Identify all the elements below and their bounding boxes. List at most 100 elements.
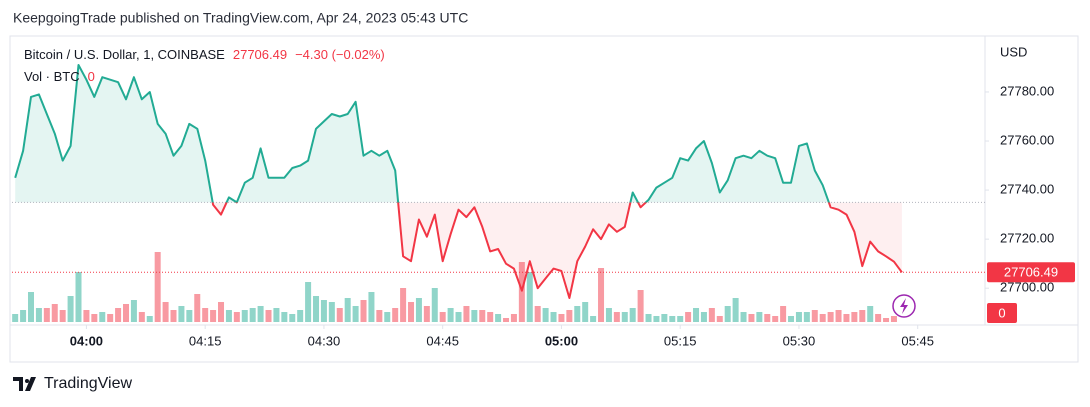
chart-frame <box>9 35 1079 363</box>
volume-bar <box>297 310 304 322</box>
volume-bar <box>415 298 422 322</box>
volume-bar <box>178 306 185 322</box>
volume-bar <box>218 302 225 322</box>
volume-bar <box>843 314 850 322</box>
volume-bar <box>748 314 755 322</box>
volume-bar <box>130 300 137 322</box>
volume-bar <box>495 314 502 322</box>
volume-bar <box>637 290 644 322</box>
volume-bar <box>400 288 407 322</box>
volume-bar <box>487 312 494 322</box>
volume-bar <box>289 314 296 322</box>
volume-bar <box>756 312 763 322</box>
volume-bar <box>803 312 810 322</box>
volume-bar <box>75 272 82 322</box>
volume-bar <box>257 306 264 322</box>
volume-bar <box>890 316 897 322</box>
volume-bar <box>510 314 517 322</box>
x-tick-label: 04:45 <box>426 333 459 348</box>
volume-bar <box>210 310 217 322</box>
brand-logo <box>13 377 36 391</box>
x-tick-label: 04:15 <box>189 333 222 348</box>
volume-bar <box>336 308 343 322</box>
y-tick-label: 27780.00 <box>1000 83 1054 98</box>
volume-bar <box>313 296 320 322</box>
volume-last: 0 <box>88 69 95 84</box>
volume-bar <box>162 302 169 322</box>
volume-bar <box>423 306 430 322</box>
volume-bar <box>772 316 779 322</box>
volume-bar <box>590 316 597 322</box>
volume-bar <box>708 308 715 322</box>
volume-bar <box>788 316 795 322</box>
volume-bar <box>328 302 335 322</box>
volume-bar <box>700 312 707 322</box>
volume-bar <box>202 308 209 322</box>
volume-bar <box>67 296 74 322</box>
volume-bar <box>447 308 454 322</box>
volume-bar <box>20 310 27 322</box>
volume-bar <box>693 308 700 322</box>
volume-bar <box>12 314 19 322</box>
volume-bar <box>867 306 874 322</box>
baseline-area <box>15 65 902 298</box>
alert-icon <box>892 294 916 318</box>
volume-bar <box>99 312 106 322</box>
volume-bar <box>51 304 58 322</box>
volume-bar <box>376 310 383 322</box>
volume-bar <box>558 314 565 322</box>
volume-bar <box>431 288 438 322</box>
last-price: 27706.49 <box>233 47 287 62</box>
volume-title: Vol · BTC <box>24 69 80 84</box>
volume-last-label: 0 <box>998 305 1005 320</box>
volume-bar <box>732 298 739 322</box>
volume-bar <box>716 316 723 322</box>
volume-bar <box>827 312 834 322</box>
x-tick-label: 05:00 <box>545 333 578 348</box>
plot <box>12 64 985 322</box>
volume-bar <box>59 310 66 322</box>
price-change: −4.30 (−0.02%) <box>295 47 385 62</box>
volume-bar <box>123 304 130 322</box>
volume-bar <box>28 292 35 322</box>
volume-bar <box>273 308 280 322</box>
volume-bar <box>281 312 288 322</box>
volume-bar <box>138 312 145 322</box>
volume-bar <box>35 308 42 322</box>
last-price-box <box>987 262 1075 283</box>
volume-last-box <box>987 303 1017 323</box>
volume-bar <box>653 316 660 322</box>
volume-bar <box>582 302 589 322</box>
x-tick-label: 05:15 <box>664 333 697 348</box>
volume-bar <box>764 314 771 322</box>
volume-bar <box>661 314 668 322</box>
volume-bar <box>408 302 415 322</box>
volume-bar <box>194 294 201 322</box>
volume-bar <box>875 314 882 322</box>
volume-bar <box>645 314 652 322</box>
volume-bar <box>613 312 620 322</box>
last-price-label: 27706.49 <box>1004 265 1058 280</box>
volume-bar <box>344 298 351 322</box>
volume-bar <box>526 272 533 322</box>
symbol: Bitcoin / U.S. Dollar, 1, COINBASE <box>24 47 225 62</box>
volume-bar <box>463 306 470 322</box>
volume-bar <box>352 306 359 322</box>
x-tick-label: 05:30 <box>783 333 816 348</box>
volume-bar <box>146 316 153 322</box>
volume-bar <box>455 312 462 322</box>
volume-bar <box>186 310 193 322</box>
volume-bar <box>43 308 50 322</box>
volume-bar <box>629 308 636 322</box>
legend-symbol: Bitcoin / U.S. Dollar, 1, COINBASE 27706.… <box>24 47 385 62</box>
y-tick-label: 27720.00 <box>1000 231 1054 246</box>
volume-bar <box>360 300 367 322</box>
volume-bar <box>384 312 391 322</box>
x-tick-label: 04:30 <box>308 333 341 348</box>
volume-bar <box>677 316 684 322</box>
volume-bar <box>566 310 573 322</box>
price-line <box>14 64 903 299</box>
volume-bar <box>392 308 399 322</box>
volume-bar <box>669 316 676 322</box>
volume-bar <box>241 310 248 322</box>
